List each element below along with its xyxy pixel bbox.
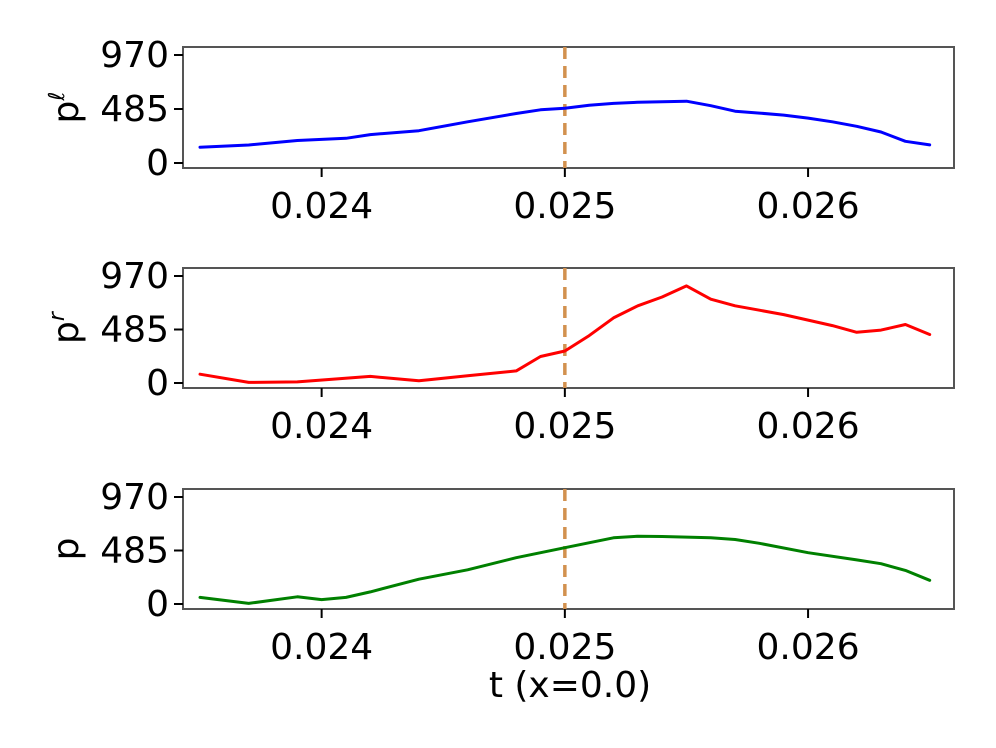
x-axis-label: t (x=0.0) xyxy=(489,665,651,706)
series-line-middle xyxy=(198,284,932,384)
y-axis-label: pr xyxy=(45,310,87,344)
x-tick-label: 0.024 xyxy=(270,406,373,447)
y-tick-label: 970 xyxy=(100,477,169,518)
subplots-container: 0 485 970 0.024 0.025 0.026 pℓ 0 485 970 0.024 0.02… xyxy=(45,35,955,668)
subplot-top: 0 485 970 0.024 0.025 0.026 pℓ xyxy=(45,35,955,227)
axes-frame xyxy=(182,46,955,169)
y-tick-label: 485 xyxy=(100,531,169,572)
subplot-bottom: 0 485 970 0.024 0.025 0.026 p xyxy=(46,477,955,668)
x-tick-label: 0.024 xyxy=(270,627,373,668)
series-line-top xyxy=(198,99,932,149)
x-tick-label: 0.024 xyxy=(270,186,373,227)
x-tick-label: 0.025 xyxy=(513,406,616,447)
axes-frame xyxy=(182,488,955,610)
subplot-middle: 0 485 970 0.024 0.025 0.026 pr xyxy=(45,256,955,447)
y-tick-label: 485 xyxy=(100,310,169,351)
y-tick-label: 0 xyxy=(146,143,169,184)
x-tick-label: 0.026 xyxy=(757,406,860,447)
series-line-bottom xyxy=(198,534,932,605)
y-tick-label: 970 xyxy=(100,35,169,76)
x-tick-label: 0.025 xyxy=(513,186,616,227)
x-tick-label: 0.026 xyxy=(757,627,860,668)
y-tick-label: 485 xyxy=(100,89,169,130)
y-axis-label: p xyxy=(46,538,87,561)
y-tick-label: 970 xyxy=(100,256,169,297)
y-axis-label: pℓ xyxy=(45,92,87,124)
y-tick-label: 0 xyxy=(146,584,169,625)
axes-frame xyxy=(182,267,955,389)
x-tick-label: 0.025 xyxy=(513,627,616,668)
y-tick-label: 0 xyxy=(146,363,169,404)
x-tick-label: 0.026 xyxy=(757,186,860,227)
